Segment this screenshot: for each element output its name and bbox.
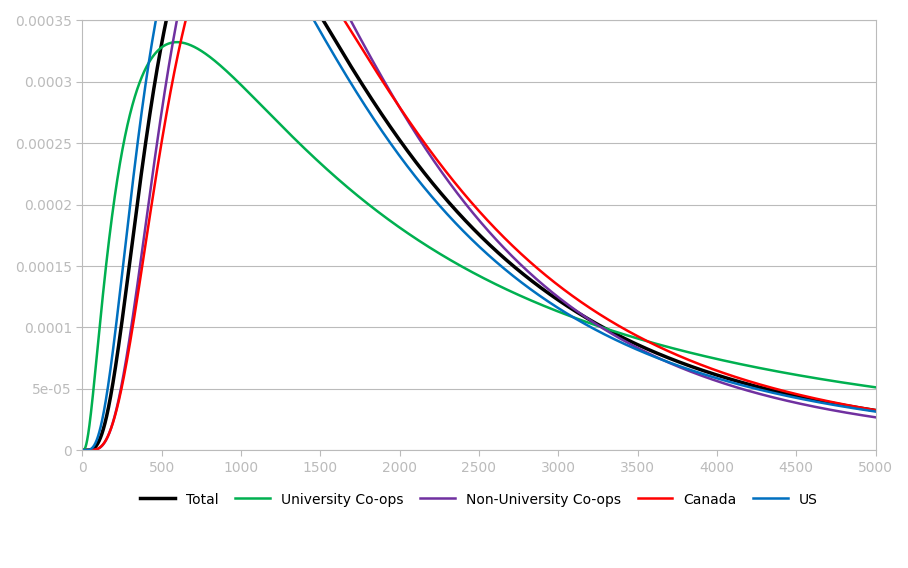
Canada xyxy=(870,407,881,414)
University Co-ops xyxy=(232,78,243,85)
Non-University Co-ops xyxy=(81,447,92,454)
Non-University Co-ops xyxy=(870,414,881,421)
Canada xyxy=(81,447,92,454)
University Co-ops xyxy=(465,268,476,274)
Total xyxy=(110,365,121,372)
US xyxy=(828,402,839,408)
University Co-ops xyxy=(828,378,839,385)
Line: University Co-ops: University Co-ops xyxy=(83,42,875,450)
University Co-ops xyxy=(110,190,121,197)
University Co-ops xyxy=(77,447,88,454)
Total xyxy=(870,407,881,414)
Non-University Co-ops xyxy=(124,333,135,340)
Legend: Total, University Co-ops, Non-University Co-ops, Canada, US: Total, University Co-ops, Non-University… xyxy=(134,487,824,512)
Total xyxy=(81,447,92,454)
Canada xyxy=(110,411,121,418)
Line: Total: Total xyxy=(83,0,875,450)
US xyxy=(124,203,135,210)
Line: Canada: Canada xyxy=(83,0,875,450)
US xyxy=(110,328,121,335)
University Co-ops xyxy=(172,39,183,45)
Non-University Co-ops xyxy=(77,447,88,454)
US xyxy=(870,408,881,415)
US xyxy=(81,447,92,454)
US xyxy=(77,447,88,454)
University Co-ops xyxy=(81,442,92,449)
Canada xyxy=(77,447,88,454)
Canada xyxy=(124,340,135,347)
University Co-ops xyxy=(124,111,135,118)
Non-University Co-ops xyxy=(465,206,476,213)
Line: Non-University Co-ops: Non-University Co-ops xyxy=(83,0,875,450)
Non-University Co-ops xyxy=(110,411,121,417)
Canada xyxy=(465,198,476,204)
Line: US: US xyxy=(83,0,875,450)
Canada xyxy=(828,399,839,406)
Non-University Co-ops xyxy=(828,407,839,414)
Total xyxy=(77,447,88,454)
Total xyxy=(465,222,476,229)
Total xyxy=(828,400,839,407)
US xyxy=(465,235,476,241)
University Co-ops xyxy=(870,384,881,391)
Total xyxy=(124,258,135,265)
